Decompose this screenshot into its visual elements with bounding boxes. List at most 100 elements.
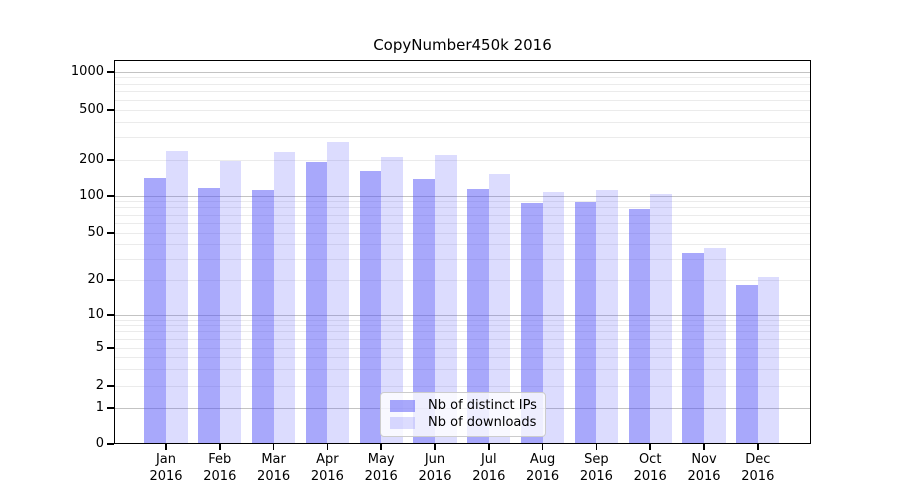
y-tick-mark-5	[107, 347, 114, 349]
x-tick-mark-jul	[488, 444, 490, 450]
bar-downloads-dec	[757, 277, 780, 444]
gridline-400	[114, 121, 811, 123]
legend-item-downloads: Nb of downloads	[390, 415, 536, 431]
x-tick-label-sep: Sep 2016	[579, 452, 613, 484]
gridline-90	[114, 201, 811, 203]
gridline-3	[114, 368, 811, 370]
bar-downloads-jun	[435, 155, 457, 444]
y-tick-label-1: 1	[95, 400, 104, 415]
gridline-7	[114, 331, 811, 333]
gridline-8	[114, 325, 811, 327]
gridline-30	[114, 258, 811, 260]
bar-downloads-jan	[166, 150, 188, 444]
gridline-900	[114, 77, 811, 79]
gridline-200	[114, 159, 811, 161]
bar-downloads-mar	[273, 151, 296, 444]
x-tick-mark-may	[380, 444, 382, 450]
bar-downloads-apr	[327, 142, 350, 444]
y-tick-label-500: 500	[79, 102, 104, 117]
bar-downloads-may	[381, 157, 403, 444]
gridline-10	[114, 314, 811, 316]
bar-distinct-ips-apr	[305, 162, 328, 444]
bar-downloads-jul	[488, 173, 511, 444]
bar-distinct-ips-jul	[467, 189, 489, 444]
x-tick-label-apr: Apr 2016	[310, 452, 344, 484]
y-tick-label-50: 50	[87, 225, 104, 240]
gridline-300	[114, 137, 811, 139]
legend-label-distinct-ips: Nb of distinct IPs	[428, 398, 537, 413]
x-tick-mark-feb	[219, 444, 221, 450]
bar-distinct-ips-may	[359, 171, 382, 444]
bar-distinct-ips-sep	[574, 201, 597, 444]
legend-item-distinct-ips: Nb of distinct IPs	[390, 398, 537, 414]
bar-downloads-feb	[219, 161, 242, 444]
x-tick-label-may: May 2016	[364, 452, 398, 484]
gridline-800	[114, 83, 811, 85]
gridline-4	[114, 356, 811, 358]
gridline-700	[114, 91, 811, 93]
bar-distinct-ips-feb	[198, 187, 220, 444]
y-tick-label-0: 0	[95, 436, 104, 451]
bar-downloads-nov	[704, 248, 726, 444]
bar-distinct-ips-mar	[251, 190, 274, 444]
chart-title: CopyNumber450k 2016	[373, 36, 552, 54]
y-tick-mark-200	[107, 159, 114, 161]
x-tick-mark-jun	[434, 444, 436, 450]
bar-distinct-ips-dec	[736, 285, 758, 444]
bar-distinct-ips-aug	[520, 202, 543, 444]
y-tick-label-5: 5	[95, 340, 104, 355]
x-tick-label-nov: Nov 2016	[687, 452, 721, 484]
gridline-5	[114, 347, 811, 349]
y-tick-mark-1	[107, 407, 114, 409]
gridline-80	[114, 207, 811, 209]
y-tick-mark-1000	[107, 71, 114, 73]
gridline-9	[114, 319, 811, 321]
legend-label-downloads: Nb of downloads	[428, 415, 537, 430]
y-tick-mark-2	[107, 385, 114, 387]
x-tick-label-jun: Jun 2016	[418, 452, 452, 484]
y-tick-mark-20	[107, 279, 114, 281]
x-tick-mark-nov	[703, 444, 705, 450]
y-tick-label-10: 10	[87, 307, 104, 322]
x-tick-label-jan: Jan 2016	[149, 452, 183, 484]
x-tick-label-aug: Aug 2016	[526, 452, 560, 484]
bar-distinct-ips-jun	[413, 178, 435, 444]
gridline-2	[114, 385, 811, 387]
legend-swatch-distinct-ips	[390, 400, 415, 412]
x-tick-label-jul: Jul 2016	[472, 452, 506, 484]
y-tick-label-20: 20	[87, 272, 104, 287]
bar-downloads-aug	[542, 192, 565, 444]
y-tick-label-100: 100	[79, 188, 104, 203]
x-tick-label-feb: Feb 2016	[203, 452, 237, 484]
x-tick-mark-mar	[272, 444, 275, 450]
x-tick-label-oct: Oct 2016	[633, 452, 667, 484]
gridline-100	[114, 195, 811, 197]
gridline-500	[114, 109, 811, 111]
bar-distinct-ips-oct	[628, 209, 651, 444]
x-tick-mark-oct	[649, 444, 651, 450]
legend: Nb of distinct IPs Nb of downloads	[380, 392, 546, 437]
x-tick-mark-apr	[326, 444, 329, 450]
x-tick-label-dec: Dec 2016	[741, 452, 775, 484]
bar-downloads-sep	[596, 190, 619, 444]
x-tick-label-mar: Mar 2016	[257, 452, 291, 484]
y-tick-mark-10	[107, 314, 114, 316]
gridline-600	[114, 99, 811, 101]
gridline-40	[114, 243, 811, 245]
y-tick-label-2: 2	[95, 378, 104, 393]
y-tick-mark-0	[107, 443, 114, 445]
gridline-70	[114, 214, 811, 216]
y-tick-mark-100	[107, 195, 114, 197]
y-tick-label-200: 200	[79, 152, 104, 167]
legend-swatch-downloads	[390, 417, 415, 429]
bar-distinct-ips-jan	[144, 178, 166, 444]
x-tick-mark-dec	[757, 444, 759, 450]
x-tick-mark-sep	[595, 444, 598, 450]
gridline-60	[114, 222, 811, 224]
bar-distinct-ips-nov	[682, 252, 704, 444]
plot-area: 0 1 2 5 10 20 50 100 200 500 1000 Jan 2016 Feb 2016 M…	[71, 60, 811, 484]
y-tick-mark-500	[107, 109, 114, 111]
x-tick-mark-jan	[165, 444, 167, 450]
bar-downloads-oct	[650, 193, 672, 444]
